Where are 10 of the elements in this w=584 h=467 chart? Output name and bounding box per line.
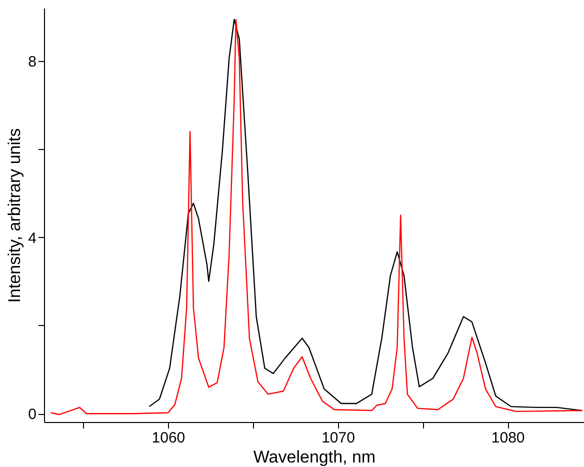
y-tick-label: 0 bbox=[28, 406, 36, 424]
y-tick-label: 8 bbox=[28, 53, 36, 70]
x-tick-label: 1080 bbox=[491, 430, 525, 446]
line-series bbox=[148, 18, 583, 412]
x-tick-label: 1070 bbox=[322, 430, 355, 446]
line-series bbox=[50, 18, 583, 416]
y-axis-title: Intensity, arbitrary units bbox=[5, 128, 24, 303]
x-tick-label: 1060 bbox=[152, 430, 186, 446]
x-axis-title: Wavelength, nm bbox=[253, 448, 376, 466]
y-tick-label: 4 bbox=[28, 230, 36, 247]
